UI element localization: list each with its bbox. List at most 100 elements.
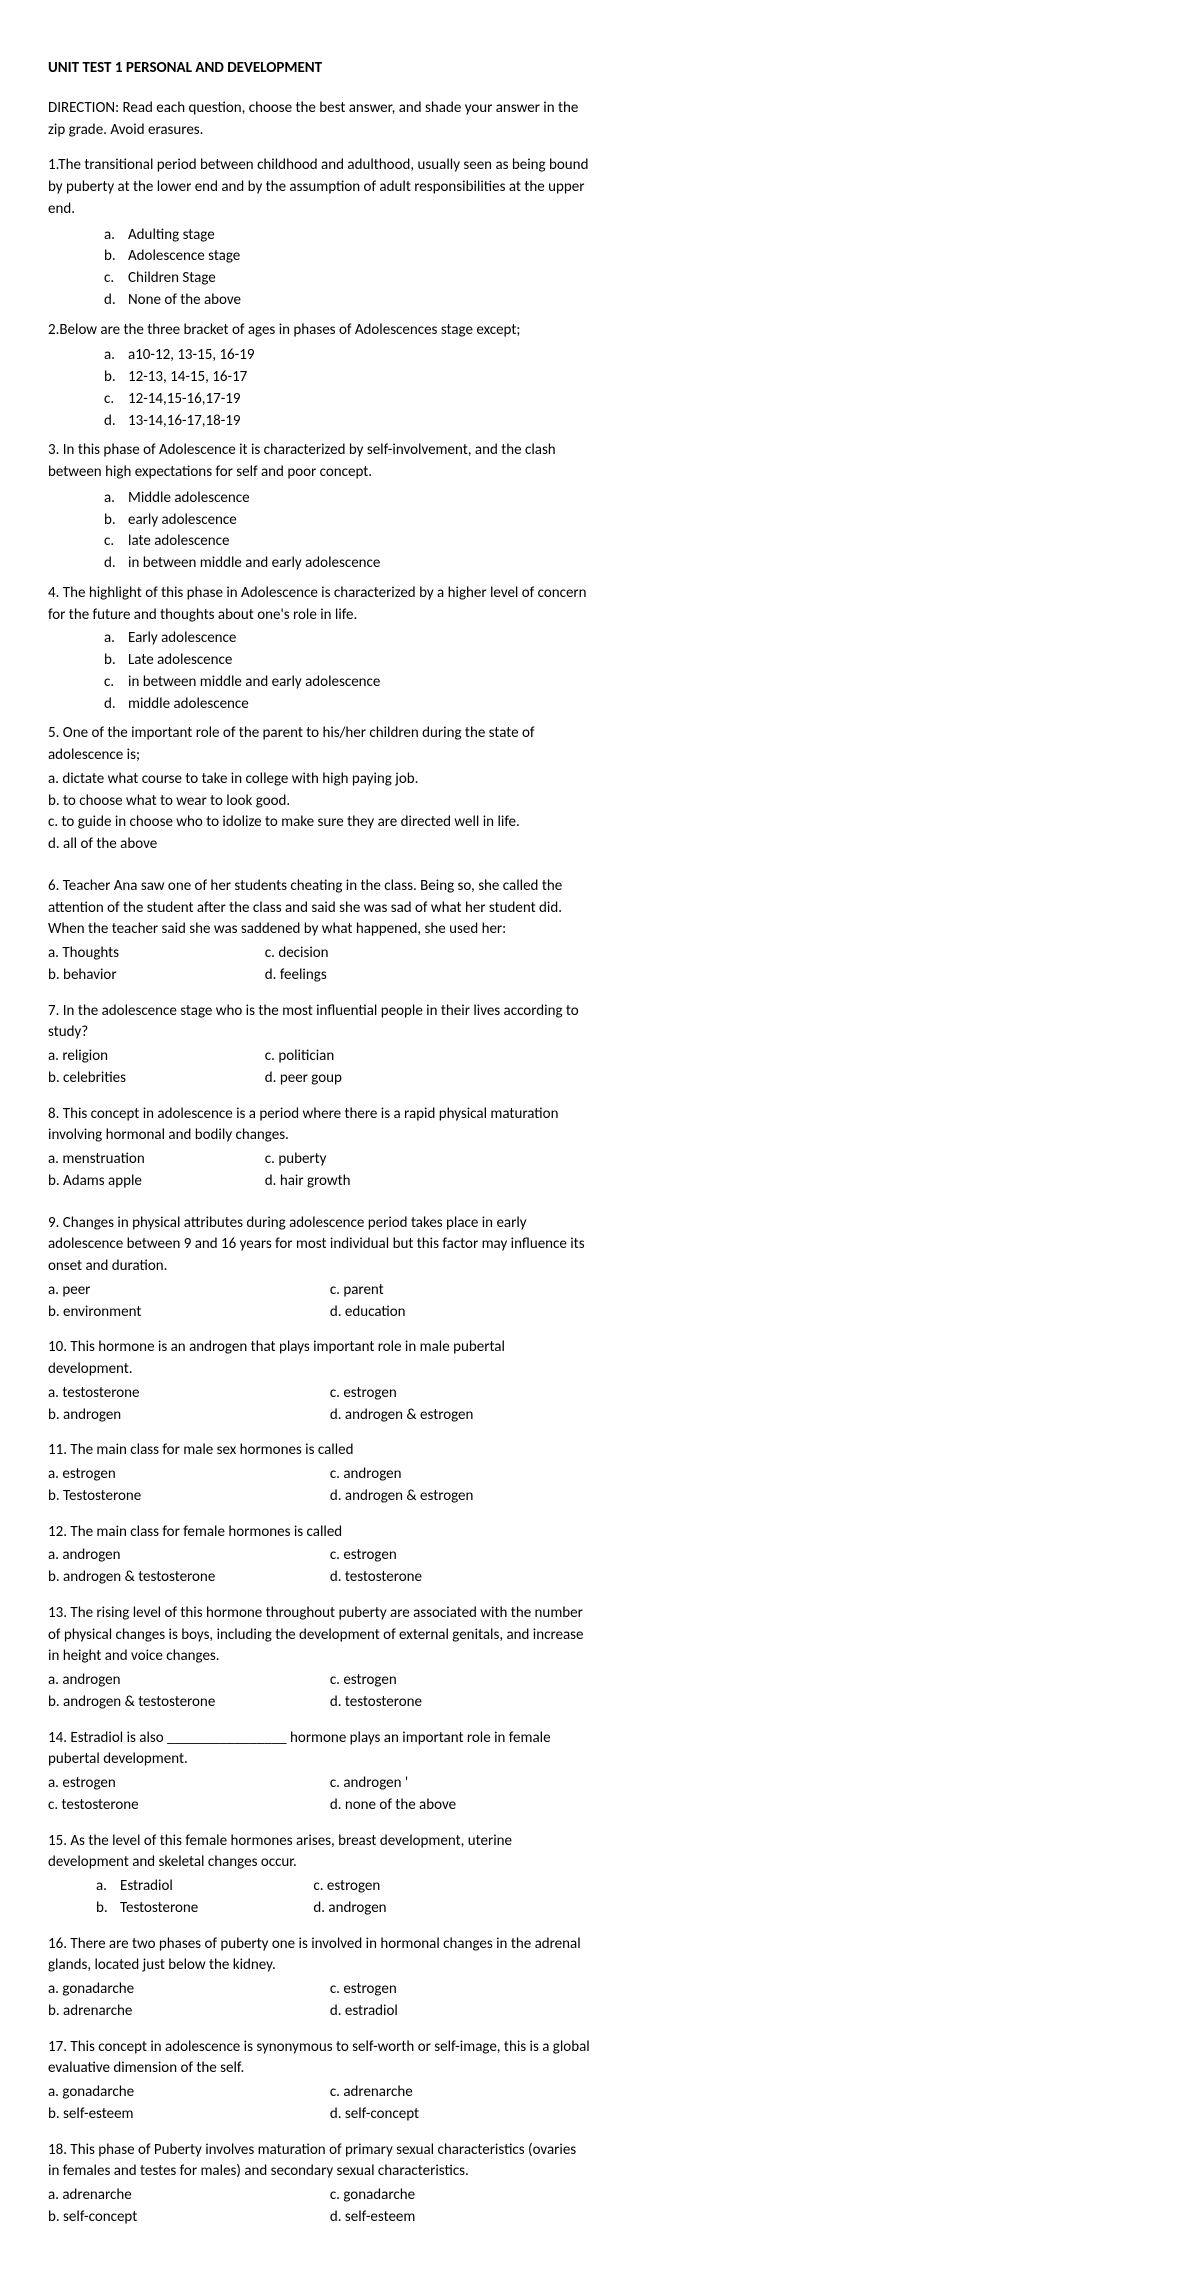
q14-text: 14. Estradiol is also ________________ h…	[48, 1728, 590, 1772]
q15-text: 15. As the level of this female hormones…	[48, 1831, 590, 1875]
q11-row2: b. Testosterone d. androgen & estrogen	[48, 1486, 590, 1508]
page-title: UNIT TEST 1 PERSONAL AND DEVELOPMENT	[48, 58, 590, 80]
q7-row2: b. celebrities d. peer goup	[48, 1068, 590, 1090]
q12-row2: b. androgen & testosterone d. testostero…	[48, 1567, 590, 1589]
q12-c: c. estrogen	[330, 1545, 590, 1567]
q12-text: 12. The main class for female hormones i…	[48, 1522, 590, 1544]
q7-c: c. politician	[265, 1046, 547, 1068]
q9-text: 9. Changes in physical attributes during…	[48, 1213, 590, 1278]
q5-d: d. all of the above	[48, 834, 590, 856]
q2-b: b.12-13, 14-15, 16-17	[104, 367, 590, 389]
q13-text: 13. The rising level of this hormone thr…	[48, 1603, 590, 1668]
q18-a: a. adrenarche	[48, 2185, 330, 2207]
q7-d: d. peer goup	[265, 1068, 547, 1090]
q5-b: b. to choose what to wear to look good.	[48, 791, 590, 813]
q11-a: a. estrogen	[48, 1464, 330, 1486]
q16-b: b. adrenarche	[48, 2001, 330, 2023]
q12-row1: a. androgen c. estrogen	[48, 1545, 590, 1567]
q17-row2: b. self-esteem d. self-concept	[48, 2104, 590, 2126]
q11-d: d. androgen & estrogen	[330, 1486, 590, 1508]
q3-b: b.early adolescence	[104, 510, 590, 532]
q15-b: b.Testosterone	[96, 1898, 313, 1920]
q13-a: a. androgen	[48, 1670, 330, 1692]
q7-b: b. celebrities	[48, 1068, 265, 1090]
q1-c: c.Children Stage	[104, 268, 590, 290]
q4-c: c.in between middle and early adolescenc…	[104, 672, 590, 694]
q10-a: a. testosterone	[48, 1383, 330, 1405]
q4-a: a.Early adolescence	[104, 628, 590, 650]
q7-text: 7. In the adolescence stage who is the m…	[48, 1001, 590, 1045]
q18-row1: a. adrenarche c. gonadarche	[48, 2185, 590, 2207]
q11-row1: a. estrogen c. androgen	[48, 1464, 590, 1486]
q5-a: a. dictate what course to take in colleg…	[48, 769, 590, 791]
q3-a: a.Middle adolescence	[104, 488, 590, 510]
q12-a: a. androgen	[48, 1545, 330, 1567]
q16-text: 16. There are two phases of puberty one …	[48, 1934, 590, 1978]
q8-c: c. puberty	[265, 1149, 547, 1171]
q18-d: d. self-esteem	[330, 2207, 590, 2229]
q10-text: 10. This hormone is an androgen that pla…	[48, 1337, 590, 1381]
q13-c: c. estrogen	[330, 1670, 590, 1692]
q8-a: a. menstruation	[48, 1149, 265, 1171]
q11-text: 11. The main class for male sex hormones…	[48, 1440, 590, 1462]
q8-b: b. Adams apple	[48, 1171, 265, 1193]
q14-a: a. estrogen	[48, 1773, 330, 1795]
q9-a: a. peer	[48, 1280, 330, 1302]
q14-row2: c. testosterone d. none of the above	[48, 1795, 590, 1817]
q3-c: c.late adolescence	[104, 531, 590, 553]
q15-row1: a.Estradiol c. estrogen	[48, 1876, 590, 1898]
q10-d: d. androgen & estrogen	[330, 1405, 590, 1427]
q16-a: a. gonadarche	[48, 1979, 330, 2001]
q9-row2: b. environment d. education	[48, 1302, 590, 1324]
q16-row1: a. gonadarche c. estrogen	[48, 1979, 590, 2001]
q15-a: a.Estradiol	[96, 1876, 313, 1898]
q16-c: c. estrogen	[330, 1979, 590, 2001]
q2-options: a.a10-12, 13-15, 16-19 b.12-13, 14-15, 1…	[48, 345, 590, 432]
q10-row2: b. androgen d. androgen & estrogen	[48, 1405, 590, 1427]
q10-c: c. estrogen	[330, 1383, 590, 1405]
q9-row1: a. peer c. parent	[48, 1280, 590, 1302]
q16-d: d. estradiol	[330, 2001, 590, 2023]
q9-b: b. environment	[48, 1302, 330, 1324]
q17-c: c. adrenarche	[330, 2082, 590, 2104]
q17-a: a. gonadarche	[48, 2082, 330, 2104]
q18-b: b. self-concept	[48, 2207, 330, 2229]
q2-text: 2.Below are the three bracket of ages in…	[48, 320, 590, 342]
q14-c: c. androgen '	[330, 1773, 590, 1795]
q13-d: d. testosterone	[330, 1692, 590, 1714]
q9-d: d. education	[330, 1302, 590, 1324]
q1-a: a.Adulting stage	[104, 225, 590, 247]
q6-c: c. decision	[265, 943, 547, 965]
page: UNIT TEST 1 PERSONAL AND DEVELOPMENT DIR…	[0, 0, 1200, 2283]
q2-c: c.12-14,15-16,17-19	[104, 389, 590, 411]
q18-text: 18. This phase of Puberty involves matur…	[48, 2140, 590, 2184]
q5-c: c. to guide in choose who to idolize to …	[48, 812, 590, 834]
q8-text: 8. This concept in adolescence is a peri…	[48, 1104, 590, 1148]
q6-d: d. feelings	[265, 965, 547, 987]
q11-b: b. Testosterone	[48, 1486, 330, 1508]
q16-row2: b. adrenarche d. estradiol	[48, 2001, 590, 2023]
q9-c: c. parent	[330, 1280, 590, 1302]
q1-d: d.None of the above	[104, 290, 590, 312]
q18-c: c. gonadarche	[330, 2185, 590, 2207]
q15-row2: b.Testosterone d. androgen	[48, 1898, 590, 1920]
q6-row2: b. behavior d. feelings	[48, 965, 590, 987]
q8-row1: a. menstruation c. puberty	[48, 1149, 590, 1171]
q11-c: c. androgen	[330, 1464, 590, 1486]
q1-b: b.Adolescence stage	[104, 246, 590, 268]
q2-d: d.13-14,16-17,18-19	[104, 411, 590, 433]
q10-row1: a. testosterone c. estrogen	[48, 1383, 590, 1405]
q12-d: d. testosterone	[330, 1567, 590, 1589]
q17-d: d. self-concept	[330, 2104, 590, 2126]
q5-text: 5. One of the important role of the pare…	[48, 723, 590, 767]
q3-d: d.in between middle and early adolescenc…	[104, 553, 590, 575]
q1-options: a.Adulting stage b.Adolescence stage c.C…	[48, 225, 590, 312]
q18-row2: b. self-concept d. self-esteem	[48, 2207, 590, 2229]
q15-d: d. androgen	[313, 1898, 570, 1920]
q3-options: a.Middle adolescence b.early adolescence…	[48, 488, 590, 575]
q14-d: d. none of the above	[330, 1795, 590, 1817]
q3-text: 3. In this phase of Adolescence it is ch…	[48, 440, 590, 484]
directions: DIRECTION: Read each question, choose th…	[48, 98, 590, 142]
q6-a: a. Thoughts	[48, 943, 265, 965]
q17-row1: a. gonadarche c. adrenarche	[48, 2082, 590, 2104]
